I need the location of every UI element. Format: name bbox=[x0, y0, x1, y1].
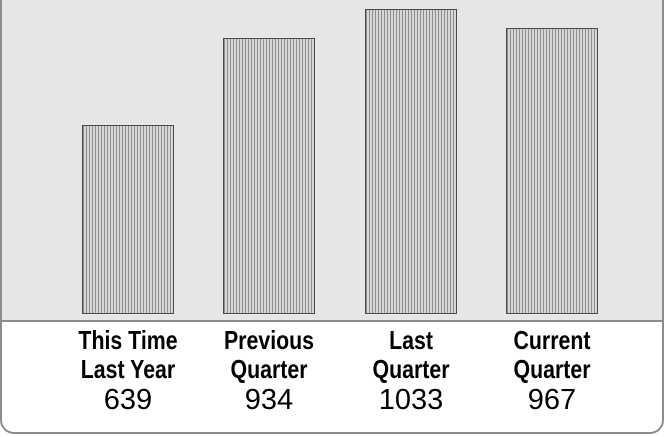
category-name-line: Current bbox=[513, 325, 591, 355]
bars-group bbox=[2, 0, 662, 320]
category-name-line: Last bbox=[389, 325, 433, 355]
value-label: 934 bbox=[244, 384, 294, 416]
category-name: Previous Quarter bbox=[208, 322, 331, 384]
category-name-line: Quarter bbox=[372, 354, 450, 384]
category-name-line: Previous bbox=[223, 325, 315, 355]
category-name-line: Quarter bbox=[230, 354, 308, 384]
category-labels: This Time Last Year 639 Previous Quarter 934 L… bbox=[2, 322, 662, 432]
category-name: Current Quarter bbox=[491, 322, 614, 384]
category-label-3: Last Quarter 1033 bbox=[336, 322, 486, 417]
bar-1 bbox=[82, 125, 174, 314]
value-label: 639 bbox=[103, 384, 153, 416]
category-name-line: This Time bbox=[78, 325, 178, 355]
plot-area bbox=[2, 0, 662, 322]
bar-4 bbox=[506, 28, 598, 314]
category-name-line: Last Year bbox=[80, 354, 176, 384]
category-label-2: Previous Quarter 934 bbox=[194, 322, 344, 417]
category-name: This Time Last Year bbox=[67, 322, 190, 384]
value-label: 1033 bbox=[378, 384, 444, 416]
category-label-1: This Time Last Year 639 bbox=[53, 322, 203, 417]
value-label: 967 bbox=[527, 384, 577, 416]
bar-3 bbox=[365, 9, 457, 314]
category-label-4: Current Quarter 967 bbox=[477, 322, 627, 417]
bar-2 bbox=[223, 38, 315, 314]
category-name-line: Quarter bbox=[513, 354, 591, 384]
category-name: Last Quarter bbox=[350, 322, 473, 384]
